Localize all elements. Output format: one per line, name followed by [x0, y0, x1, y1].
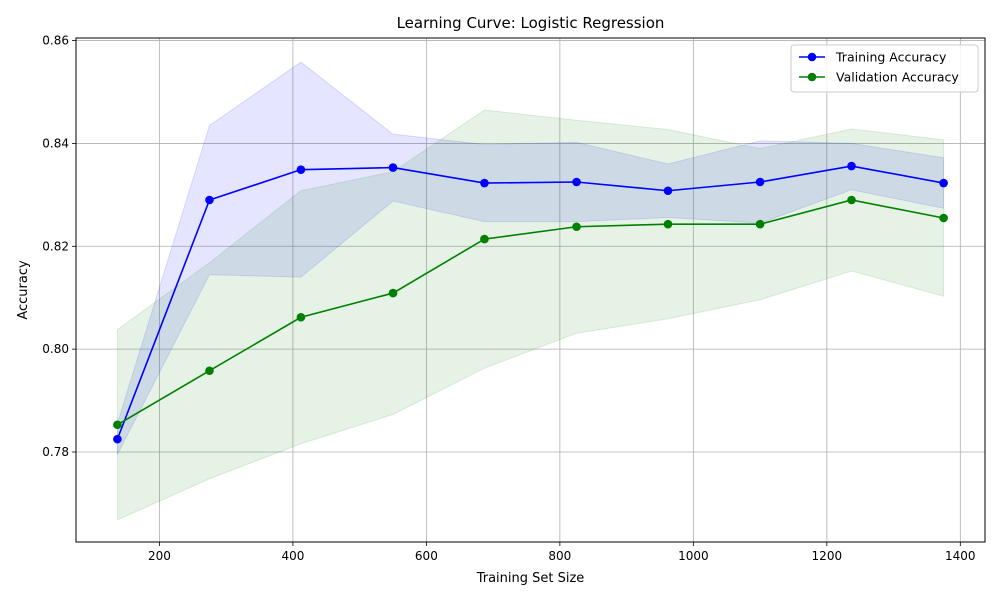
series-0-band: [116, 61, 945, 455]
series-0-point: [296, 165, 306, 174]
series-1-point: [388, 288, 398, 298]
legend-marker-0: [807, 52, 817, 62]
x-tick-label: 200: [148, 549, 171, 563]
x-axis-ticks: 200 400 600 800 1000 1200 1400: [148, 542, 976, 563]
series-0-point: [113, 434, 122, 444]
legend: Training Accuracy Validation Accuracy: [790, 44, 979, 93]
confidence-bands: [116, 61, 945, 521]
series-1-point: [939, 213, 948, 223]
series-1-point: [755, 219, 765, 229]
grid-lines: [76, 38, 985, 542]
plot-frame: [75, 37, 986, 543]
y-tick-label: 0.80: [42, 342, 69, 356]
series-1-point: [480, 234, 489, 244]
series-0-point: [663, 186, 673, 196]
series-1-point: [205, 366, 214, 376]
series-0-line: [116, 165, 944, 440]
series-1-point: [113, 420, 122, 430]
series-1-line: [116, 199, 944, 426]
series-1-point: [296, 312, 306, 322]
legend-label-0: Training Accuracy: [835, 50, 947, 65]
series-0-point: [572, 177, 581, 187]
legend-box: [790, 44, 979, 93]
chart-title: Learning Curve: Logistic Regression: [397, 14, 665, 32]
series-0-point: [388, 163, 398, 172]
series-1-band: [116, 109, 945, 521]
x-tick-label: 1000: [678, 549, 709, 563]
y-axis-ticks: 0.78 0.80 0.82 0.84 0.86: [42, 34, 76, 459]
y-axis-label: Accuracy: [16, 260, 31, 320]
series-1-point: [572, 222, 581, 232]
series-1-point: [847, 195, 856, 205]
x-tick-label: 1200: [812, 549, 843, 563]
x-tick-label: 1400: [945, 549, 976, 563]
series-0-point: [480, 178, 489, 188]
series-0-point: [205, 195, 214, 205]
y-tick-label: 0.84: [42, 136, 69, 150]
legend-label-1: Validation Accuracy: [836, 70, 959, 85]
y-tick-label: 0.82: [42, 239, 69, 253]
series-1-point: [663, 219, 673, 229]
x-axis-label: Training Set Size: [476, 571, 585, 586]
series-0-point: [755, 177, 765, 187]
series-points: [113, 161, 948, 444]
series-lines: [116, 165, 944, 440]
series-0-point: [939, 178, 948, 188]
y-tick-label: 0.86: [42, 34, 69, 48]
y-tick-label: 0.78: [42, 445, 69, 459]
legend-marker-1: [807, 72, 817, 82]
x-tick-label: 600: [415, 549, 438, 563]
x-tick-label: 400: [281, 549, 304, 563]
x-tick-label: 800: [548, 549, 571, 563]
series-0-point: [847, 161, 856, 171]
